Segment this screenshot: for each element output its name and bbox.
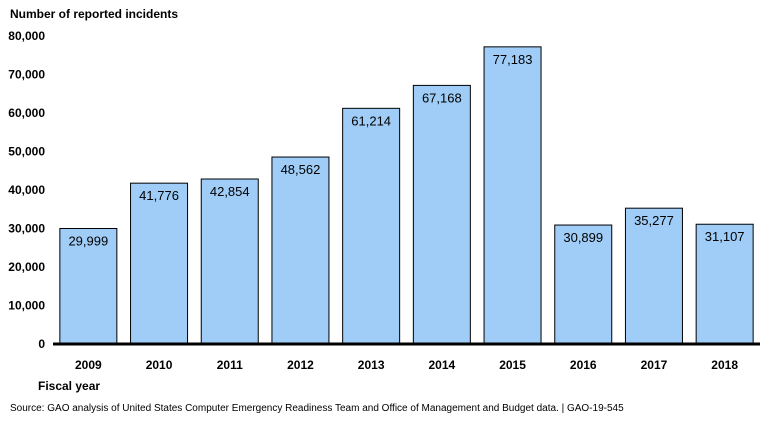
- bars: [59, 46, 754, 345]
- x-tick-label: 2017: [641, 358, 668, 372]
- data-label-2017: 35,277: [634, 213, 674, 228]
- bar-2016: [554, 224, 613, 345]
- data-label-2011: 42,854: [210, 184, 250, 199]
- source-note: Source: GAO analysis of United States Co…: [10, 403, 624, 414]
- x-tick-label: 2010: [146, 358, 173, 372]
- x-axis-ticks: 2009 2010 2011 2012 2013 2014 2015 2016 2017 2018: [75, 358, 738, 372]
- y-tick-label: 80,000: [8, 29, 45, 43]
- data-label-2015: 77,183: [493, 52, 533, 67]
- y-tick-label: 20,000: [8, 260, 45, 274]
- data-label-2013: 61,214: [351, 113, 391, 128]
- y-tick-label: 0: [38, 337, 45, 351]
- x-tick-label: 2018: [711, 358, 738, 372]
- bar-2009: [59, 228, 118, 345]
- data-label-2012: 48,562: [281, 162, 321, 177]
- bar-2011: [200, 178, 259, 345]
- data-label-2014: 67,168: [422, 90, 462, 105]
- y-axis-ticks: 0 10,000 20,000 30,000 40,000 50,000 60,000 70,…: [8, 29, 45, 351]
- x-tick-label: 2009: [75, 358, 102, 372]
- y-axis-title: Number of reported incidents: [10, 7, 179, 21]
- x-tick-label: 2016: [570, 358, 597, 372]
- y-tick-label: 10,000: [8, 299, 45, 313]
- data-label-2009: 29,999: [68, 234, 108, 249]
- bar-2015: [483, 46, 542, 345]
- x-tick-label: 2011: [217, 358, 243, 372]
- x-tick-label: 2012: [287, 358, 314, 372]
- y-tick-label: 50,000: [8, 145, 45, 159]
- y-tick-label: 30,000: [8, 222, 45, 236]
- x-tick-label: 2015: [499, 358, 526, 372]
- bar-2017: [624, 207, 683, 345]
- bar-2012: [271, 156, 330, 345]
- x-tick-label: 2014: [428, 358, 455, 372]
- y-tick-label: 60,000: [8, 106, 45, 120]
- data-labels: 29,999 41,776 42,854 48,562 61,214 67,168 77,1…: [68, 52, 744, 249]
- data-label-2010: 41,776: [139, 188, 179, 203]
- bar-2010: [130, 182, 189, 345]
- y-tick-label: 70,000: [8, 68, 45, 82]
- data-label-2016: 30,899: [563, 230, 603, 245]
- x-tick-label: 2013: [358, 358, 385, 372]
- bar-2014: [412, 84, 471, 345]
- y-tick-label: 40,000: [8, 183, 45, 197]
- x-axis-title: Fiscal year: [38, 379, 101, 393]
- bar-2013: [342, 107, 401, 345]
- data-label-2018: 31,107: [705, 229, 745, 244]
